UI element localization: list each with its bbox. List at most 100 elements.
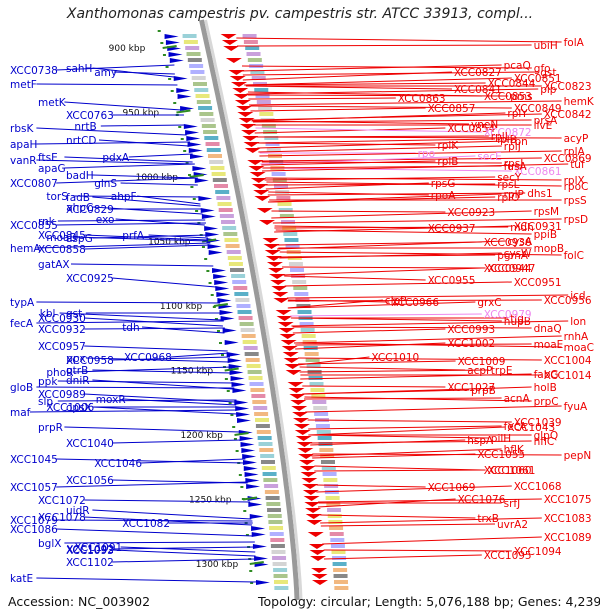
gene-label[interactable]: uidR [66, 505, 90, 517]
gene-label[interactable]: rnk [38, 216, 56, 228]
gene-label[interactable]: XCC1039 [514, 417, 562, 429]
gene-label[interactable]: katE [10, 573, 33, 585]
gene-label[interactable]: XCC0861 [514, 166, 562, 178]
gene-label[interactable]: kbl [40, 308, 56, 320]
gene-label[interactable]: gst [540, 67, 556, 79]
gene-label[interactable]: lon [570, 316, 586, 328]
gene-label[interactable]: fusA [504, 161, 528, 173]
gene-label[interactable]: gloB [10, 382, 33, 394]
gene-label[interactable]: rplX [564, 175, 585, 187]
gene-label[interactable]: dhs1 [527, 188, 552, 200]
gene-label[interactable]: prpB [471, 385, 496, 397]
gene-label[interactable]: XCC1069 [428, 482, 476, 494]
gene-label[interactable]: fadB [66, 192, 90, 204]
gene-label[interactable]: rpsL [497, 179, 519, 191]
gene-label[interactable]: XCC1056 [66, 475, 114, 487]
gene-label[interactable]: ilvE [534, 120, 553, 132]
gene-label[interactable]: ahpC [66, 202, 93, 214]
gene-label[interactable]: pepN [564, 450, 592, 462]
gene-label[interactable]: rplJ [504, 141, 521, 153]
gene-label[interactable]: XCC0931 [514, 221, 562, 233]
gene-label[interactable]: XCC1055 [477, 449, 525, 461]
gene-label[interactable]: XCC0872 [484, 127, 532, 139]
gene-label[interactable]: ahpF [111, 191, 137, 203]
gene-label[interactable]: tuf [570, 159, 585, 171]
gene-label[interactable]: XCC0944 [484, 263, 532, 275]
gene-label[interactable]: hflK [504, 444, 525, 456]
gene-label[interactable]: folA [564, 37, 585, 49]
gene-label[interactable]: XCC0807 [10, 178, 58, 190]
gene-label[interactable]: XCC1083 [544, 513, 592, 525]
gene-label[interactable]: XCC1089 [544, 532, 592, 544]
gene-label[interactable]: amy [94, 67, 117, 79]
gene-label[interactable]: XCC0925 [66, 273, 114, 285]
gene-label[interactable]: metK [38, 97, 67, 109]
gene-label[interactable]: ppiB [534, 229, 557, 241]
gene-label[interactable]: gfo [534, 63, 551, 75]
gene-label[interactable]: XCC1093 [66, 545, 114, 557]
gene-label[interactable]: ppx [66, 353, 86, 365]
gene-label[interactable]: XCC0958 [66, 355, 114, 367]
gene-label[interactable]: moxR [96, 394, 126, 406]
gene-label[interactable]: XCC0854 [447, 123, 495, 135]
gene-label[interactable]: XCC1094 [514, 546, 562, 558]
gene-label[interactable]: XCC1075 [544, 494, 592, 506]
gene-label[interactable]: tig [510, 313, 524, 325]
gene-label[interactable]: vanR [10, 155, 37, 167]
gene-label[interactable]: XCC0829 [66, 204, 114, 216]
gene-label[interactable]: folC [564, 250, 584, 262]
gene-label[interactable]: XCC0993 [447, 324, 495, 336]
gene-label[interactable]: fabG [534, 369, 559, 381]
gene-label[interactable]: XCC1040 [66, 438, 114, 450]
gene-label[interactable]: prfA [122, 230, 145, 242]
gene-label[interactable]: XCC0968 [124, 352, 172, 364]
gene-label[interactable]: XCC1072 [38, 495, 86, 507]
gene-label[interactable]: XCC1091 [74, 542, 122, 554]
gene-label[interactable]: XCC0855 [10, 220, 58, 232]
gene-label[interactable]: uvrA2 [497, 519, 528, 531]
gene-label[interactable]: XCC1014 [544, 370, 592, 382]
gene-label[interactable]: badH [66, 170, 94, 182]
gene-label[interactable]: pcaQ [504, 60, 531, 72]
gene-label[interactable]: gatAX [38, 259, 70, 271]
gene-label[interactable]: cysW [504, 248, 532, 260]
gene-label[interactable]: XCC0957 [38, 341, 86, 353]
gene-label[interactable]: XCC0842 [544, 109, 592, 121]
gene-label[interactable]: hflC [534, 436, 555, 448]
gene-label[interactable]: exo [96, 214, 115, 226]
gene-label[interactable]: dnaQ [534, 323, 562, 335]
gene-label[interactable]: nrtB [74, 121, 96, 133]
gene-label[interactable]: trxB [477, 513, 499, 525]
gene-label[interactable]: XCC0989 [38, 389, 86, 401]
gene-label[interactable]: XCC0951 [514, 277, 562, 289]
gene-label[interactable]: XCC1002 [447, 338, 495, 350]
gene-label[interactable]: XCC0841 [454, 84, 502, 96]
gene-label[interactable]: XCC0930 [38, 313, 86, 325]
gene-label[interactable]: apaG [38, 163, 66, 175]
gene-label[interactable]: rpsJ [504, 158, 524, 170]
gene-label[interactable]: XCC0956 [544, 295, 592, 307]
gene-label[interactable]: XCC1102 [66, 557, 114, 569]
gene-label[interactable]: XCC0863 [398, 93, 446, 105]
gene-label[interactable]: XCC1006 [46, 402, 94, 414]
gene-label[interactable]: rplA [564, 146, 586, 158]
gene-label[interactable]: rpsD [564, 214, 589, 226]
gene-label[interactable]: mopB [534, 243, 565, 255]
gene-label[interactable]: prpC [534, 396, 559, 408]
gene-label[interactable]: fyuA [564, 401, 588, 413]
gene-label[interactable]: hspA [467, 435, 494, 447]
gene-label[interactable]: icd [570, 290, 585, 302]
gene-label[interactable]: acyP [564, 133, 589, 145]
gene-label[interactable]: XCC0979 [484, 309, 532, 321]
gene-label[interactable]: XCC0936 [484, 237, 532, 249]
gene-label[interactable]: pilH [491, 433, 511, 445]
gene-label[interactable]: moaE [534, 339, 564, 351]
gene-label[interactable]: XCC0923 [447, 207, 495, 219]
gene-label[interactable]: XCC1079 [10, 515, 58, 527]
gene-label[interactable]: XCC1078 [38, 512, 86, 524]
gene-label[interactable]: secY [497, 172, 522, 184]
gene-label[interactable]: pgmA [497, 250, 529, 262]
gene-label[interactable]: typA [10, 297, 35, 309]
gene-label[interactable]: XCC1043 [507, 422, 555, 434]
gene-label[interactable]: XCC0858 [38, 244, 86, 256]
